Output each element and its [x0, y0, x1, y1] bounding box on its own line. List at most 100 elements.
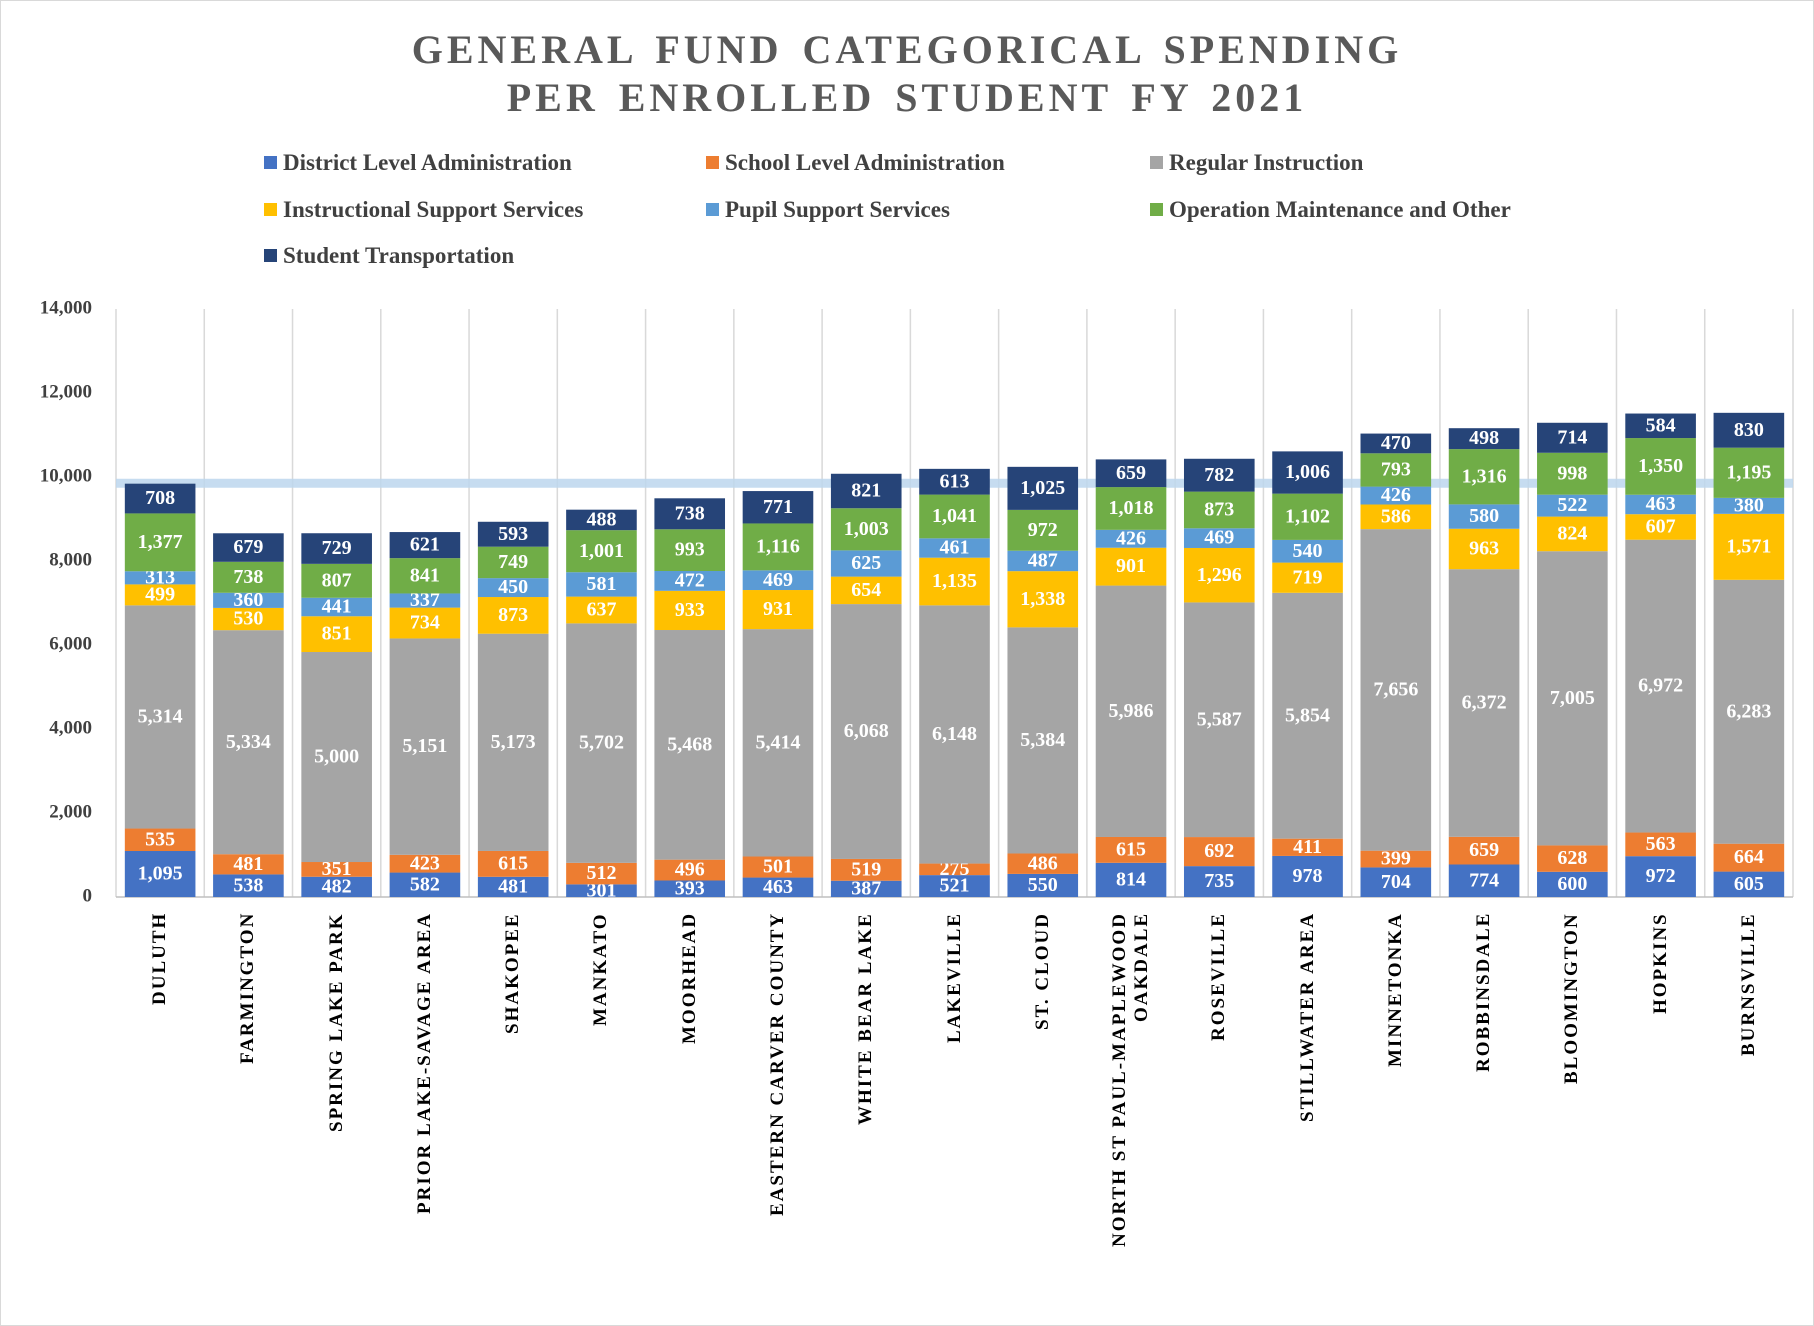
- bar-segment: [1007, 466, 1079, 510]
- bar-segment: [1183, 491, 1255, 529]
- legend-entry: School Level Administration: [706, 150, 1005, 176]
- bar-segment: [919, 605, 990, 864]
- legend-entry: Regular Instruction: [1150, 150, 1363, 176]
- x-tick-label: BLOOMINGTON: [1561, 912, 1583, 1084]
- bar-segment: [1183, 602, 1255, 838]
- data-label: 5,854: [1285, 704, 1330, 726]
- data-label: 851: [322, 623, 352, 645]
- data-label: 472: [675, 570, 705, 592]
- data-label: 5,587: [1197, 708, 1242, 730]
- bar-segment: [742, 629, 814, 857]
- data-label: 5,468: [667, 733, 712, 755]
- bar-segment: [1713, 579, 1785, 844]
- bar-segment: [1183, 458, 1255, 492]
- data-label: 488: [586, 509, 616, 531]
- bar-segment: [1625, 856, 1696, 897]
- data-label: 738: [675, 502, 705, 524]
- data-label: 830: [1734, 419, 1764, 441]
- bar-segment: [477, 597, 549, 634]
- bar-segment: [1095, 487, 1167, 530]
- bar-segment: [566, 509, 637, 531]
- bar-segment: [1713, 871, 1785, 897]
- data-label: 498: [1469, 427, 1499, 449]
- bar-segment: [742, 590, 814, 630]
- bar-segment: [1713, 513, 1785, 580]
- bar-segment: [1713, 843, 1785, 872]
- data-label: 1,095: [138, 863, 183, 885]
- bar-segment: [477, 578, 549, 598]
- data-label: 824: [1557, 523, 1587, 545]
- data-label: 613: [940, 470, 970, 492]
- bar-segment: [1448, 569, 1520, 837]
- bar-segment: [1713, 447, 1785, 498]
- data-label: 1,338: [1020, 588, 1065, 610]
- bar-segment: [1537, 494, 1608, 517]
- data-label: 512: [586, 862, 616, 884]
- x-tick-label: NORTH ST PAUL-MAPLEWOOD OAKDALE: [1109, 912, 1153, 1247]
- data-label: 600: [1557, 873, 1587, 895]
- data-label: 1,377: [138, 531, 183, 553]
- bar-segment: [301, 862, 372, 877]
- bar-segment: [830, 858, 902, 881]
- y-tick-label: 6,000: [49, 633, 92, 654]
- bar-segment: [213, 607, 284, 631]
- x-tick-label: MOORHEAD: [678, 912, 700, 1045]
- bar-segment: [566, 572, 637, 597]
- data-label: 313: [145, 566, 175, 588]
- bar-segment: [830, 576, 902, 605]
- x-tick-label: SPRING LAKE PARK: [325, 912, 347, 1132]
- data-label: 5,384: [1020, 729, 1065, 751]
- bar-segment: [830, 508, 902, 551]
- data-label: 522: [1557, 494, 1587, 516]
- bar-segment: [124, 513, 196, 572]
- bar-segment: [1272, 539, 1343, 563]
- data-label: 998: [1557, 462, 1587, 484]
- data-label: 628: [1557, 847, 1587, 869]
- data-label: 738: [233, 566, 263, 588]
- bar-segment: [124, 605, 196, 829]
- data-label: 1,296: [1197, 564, 1242, 586]
- data-label: 496: [675, 859, 705, 881]
- x-tick-label: MINNETONKA: [1384, 912, 1406, 1067]
- data-label: 931: [763, 598, 793, 620]
- bar-segment: [654, 498, 726, 530]
- bar-segment: [1007, 550, 1079, 572]
- data-label: 469: [1204, 527, 1234, 549]
- data-label: 704: [1381, 871, 1411, 893]
- data-label: 470: [1381, 432, 1411, 454]
- bar-segment: [1625, 438, 1696, 495]
- legend-label: Instructional Support Services: [283, 197, 584, 222]
- bar-segment: [1095, 836, 1167, 863]
- bar-segment: [301, 563, 372, 598]
- data-label: 1,018: [1109, 497, 1154, 519]
- bar-segment: [1272, 493, 1343, 540]
- bar-segment: [389, 558, 461, 594]
- data-label: 530: [233, 608, 263, 630]
- data-label: 5,151: [402, 735, 447, 757]
- legend-entry: District Level Administration: [264, 150, 572, 176]
- bar-segment: [124, 571, 196, 585]
- data-label: 535: [145, 828, 175, 850]
- bar-segment: [1448, 864, 1520, 897]
- x-tick-label: STILLWATER AREA: [1296, 912, 1318, 1123]
- bar-segment: [1537, 551, 1608, 846]
- bar-segment: [566, 623, 637, 863]
- bar-segment: [213, 561, 284, 593]
- data-label: 380: [1734, 494, 1764, 516]
- data-label: 901: [1116, 555, 1146, 577]
- bar-segment: [389, 593, 461, 608]
- data-label: 5,986: [1109, 700, 1154, 722]
- data-label: 793: [1381, 459, 1411, 481]
- data-label: 679: [233, 536, 263, 558]
- y-tick-label: 14,000: [40, 297, 92, 318]
- bar-segment: [124, 851, 196, 897]
- data-label: 5,414: [755, 731, 800, 753]
- bar-segment: [1095, 459, 1167, 488]
- bar-segment: [830, 550, 902, 577]
- data-label: 719: [1293, 566, 1323, 588]
- data-label: 5,702: [579, 732, 624, 754]
- data-label: 714: [1557, 426, 1587, 448]
- data-label: 538: [233, 874, 263, 896]
- bar-segment: [1007, 509, 1079, 551]
